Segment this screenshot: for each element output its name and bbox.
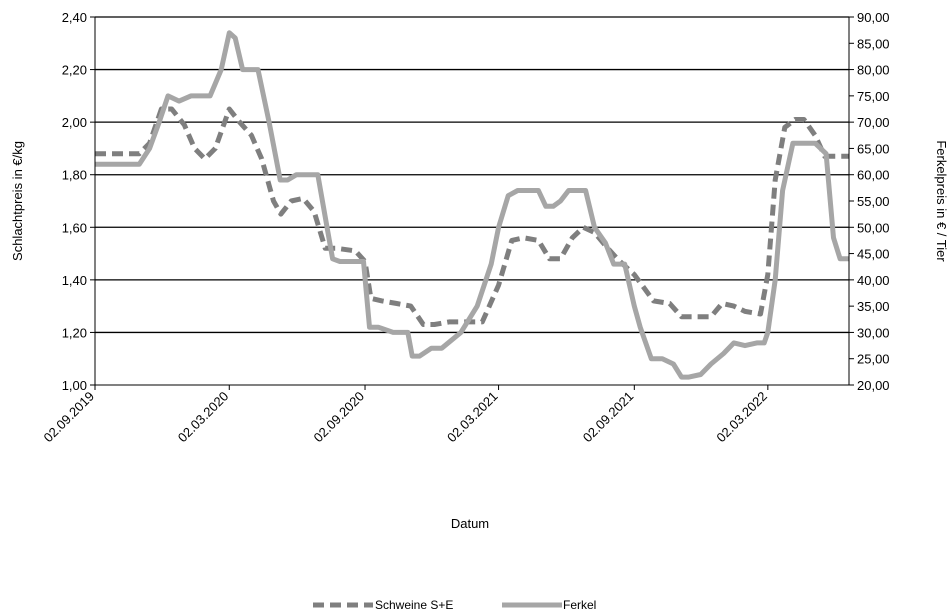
- y-left-tick-label: 2,00: [62, 115, 87, 130]
- y-right-tick-label: 90,00: [857, 10, 890, 25]
- y-left-tick-label: 1,20: [62, 325, 87, 340]
- y-right-tick-label: 30,00: [857, 325, 890, 340]
- y-right-tick-label: 25,00: [857, 352, 890, 367]
- y-left-tick-label: 1,60: [62, 220, 87, 235]
- series-lines: [95, 30, 849, 380]
- y-left-tick-label: 2,20: [62, 63, 87, 78]
- legend: Schweine S+E Ferkel: [313, 598, 596, 612]
- y-right-tick-label: 40,00: [857, 273, 890, 288]
- y-right-tick-label: 35,00: [857, 299, 890, 314]
- y-right-tick-label: 60,00: [857, 168, 890, 183]
- legend-label-ferkel: Ferkel: [563, 598, 596, 612]
- y-left-tick-label: 1,00: [62, 378, 87, 393]
- y-right-tick-label: 80,00: [857, 63, 890, 78]
- y-right-tick-label: 55,00: [857, 194, 890, 209]
- gridlines: [95, 16, 849, 334]
- y-right-tick-label: 85,00: [857, 36, 890, 51]
- y-right-tick-label: 70,00: [857, 115, 890, 130]
- series-line-ferkel: [95, 30, 849, 380]
- y-right-tick-label: 50,00: [857, 220, 890, 235]
- y-right-tick-label: 75,00: [857, 89, 890, 104]
- series-line-schweine: [95, 106, 849, 327]
- legend-label-schweine: Schweine S+E: [375, 598, 453, 612]
- y-right-tick-label: 20,00: [857, 378, 890, 393]
- y-right-tick-label: 65,00: [857, 141, 890, 156]
- y-left-tick-label: 1,40: [62, 273, 87, 288]
- y-left-tick-label: 2,40: [62, 10, 87, 25]
- y-axis-left-title: Schlachtpreis in €/kg: [10, 141, 25, 261]
- y-left-tick-label: 1,80: [62, 168, 87, 183]
- y-right-tick-label: 45,00: [857, 247, 890, 262]
- x-axis-title: Datum: [451, 516, 489, 531]
- y-axis-right-title: Ferkelpreis in € / Tier: [934, 140, 949, 262]
